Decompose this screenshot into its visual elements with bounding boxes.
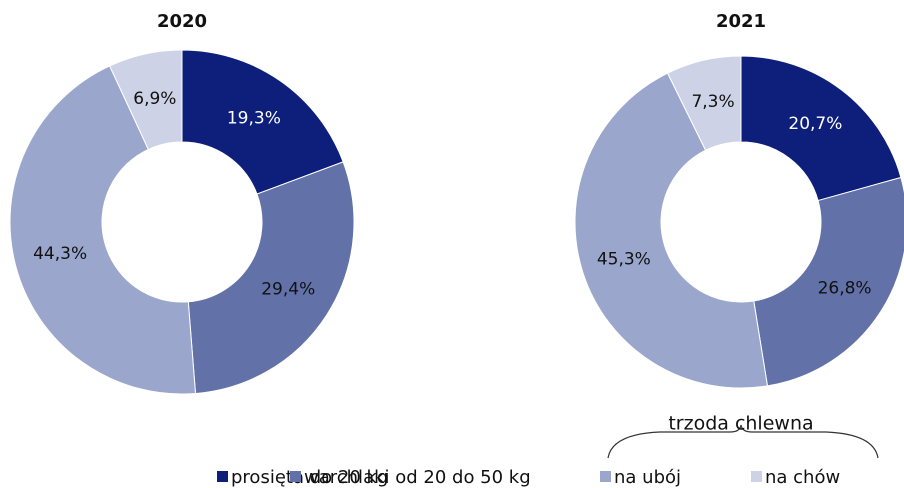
donut-segment bbox=[187, 161, 355, 395]
data-label: 45,3% bbox=[597, 249, 651, 269]
data-label: 6,9% bbox=[133, 89, 176, 109]
data-label: 19,3% bbox=[227, 109, 281, 129]
brace bbox=[607, 424, 879, 459]
donut-segment bbox=[574, 72, 769, 389]
data-label: 44,3% bbox=[33, 244, 87, 264]
chart-title: 2020 bbox=[157, 11, 207, 32]
legend-label: warchlaki od 20 do 50 kg bbox=[304, 467, 531, 488]
annotation: trzoda chlewna bbox=[668, 413, 813, 435]
legend-swatch bbox=[751, 471, 762, 482]
data-label: 7,3% bbox=[691, 92, 734, 112]
data-label: 20,7% bbox=[788, 114, 842, 134]
legend-swatch bbox=[600, 471, 611, 482]
legend-label: na ubój bbox=[614, 467, 681, 488]
legend-label: na chów bbox=[765, 467, 840, 488]
donut-segment bbox=[9, 65, 197, 395]
donut-segment bbox=[109, 49, 183, 151]
donut-segment bbox=[181, 49, 344, 195]
chart-title: 2021 bbox=[716, 11, 766, 32]
legend-swatch bbox=[217, 471, 228, 482]
donut-segment bbox=[753, 176, 904, 387]
data-label: 26,8% bbox=[818, 278, 872, 298]
donut-segment bbox=[740, 55, 902, 202]
donut-segment bbox=[666, 55, 742, 151]
legend-label: prosięta do 20 kg bbox=[231, 467, 388, 488]
legend-swatch bbox=[290, 471, 301, 482]
data-label: 29,4% bbox=[261, 280, 315, 300]
